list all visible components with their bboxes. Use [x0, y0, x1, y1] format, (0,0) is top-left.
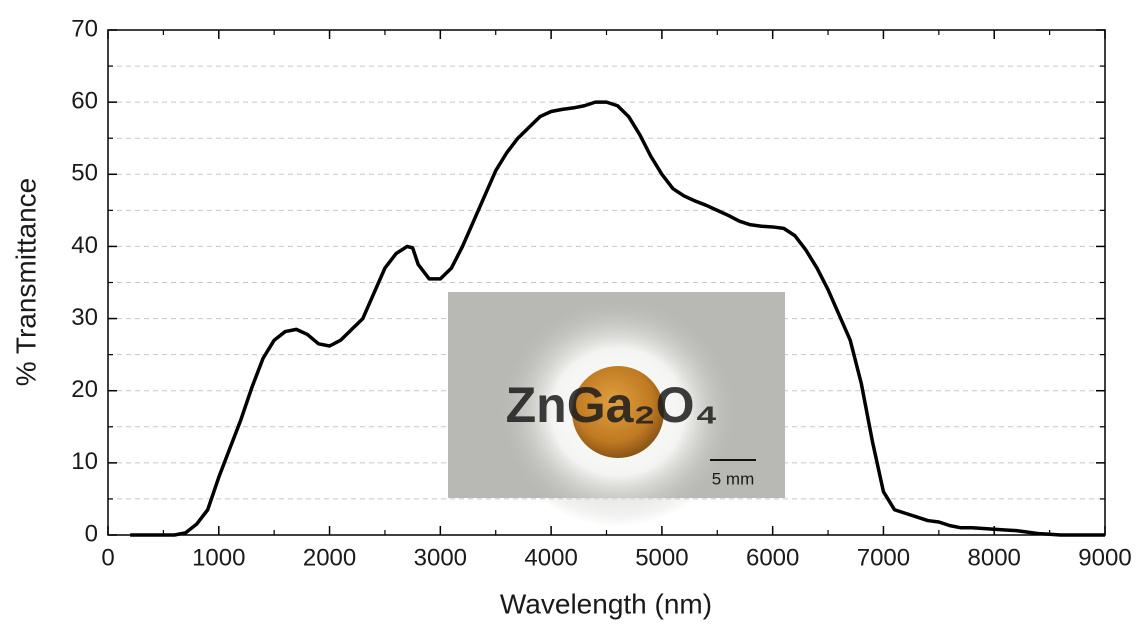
- inset-label: ZnGa₂O₄: [506, 377, 719, 433]
- inset-photo: ZnGa₂O₄ 5 mm: [448, 292, 785, 527]
- y-tick-label: 20: [71, 376, 98, 403]
- x-tick-label: 5000: [635, 544, 688, 571]
- scale-bar-label: 5 mm: [712, 469, 755, 488]
- y-tick-label: 60: [71, 87, 98, 114]
- x-tick-label: 2000: [303, 544, 356, 571]
- data-line: [130, 100, 1105, 537]
- x-tick-label: 1000: [192, 544, 245, 571]
- x-tick-label: 6000: [746, 544, 799, 571]
- y-axis-title: % Transmittance: [10, 178, 41, 387]
- y-tick-label: 30: [71, 304, 98, 331]
- plot: 0 1000 2000 3000 4000 5000 6000 7000 8000 9000 0 10…: [71, 15, 1131, 571]
- x-tick-label: 9000: [1078, 544, 1131, 571]
- y-tick-label: 50: [71, 160, 98, 187]
- sample-disc: [572, 366, 664, 458]
- x-tick-label: 4000: [524, 544, 577, 571]
- y-tick-label: 10: [71, 448, 98, 475]
- y-tick-label: 70: [71, 15, 98, 42]
- x-tick-label: 3000: [414, 544, 467, 571]
- x-tick-label: 7000: [857, 544, 910, 571]
- x-tick-label: 8000: [968, 544, 1021, 571]
- grid: [108, 29, 1105, 536]
- y-tick-label: 40: [71, 232, 98, 259]
- y-tick-label: 0: [85, 520, 98, 547]
- x-axis-title: Wavelength (nm): [500, 588, 712, 619]
- x-tick-label: 0: [101, 544, 114, 571]
